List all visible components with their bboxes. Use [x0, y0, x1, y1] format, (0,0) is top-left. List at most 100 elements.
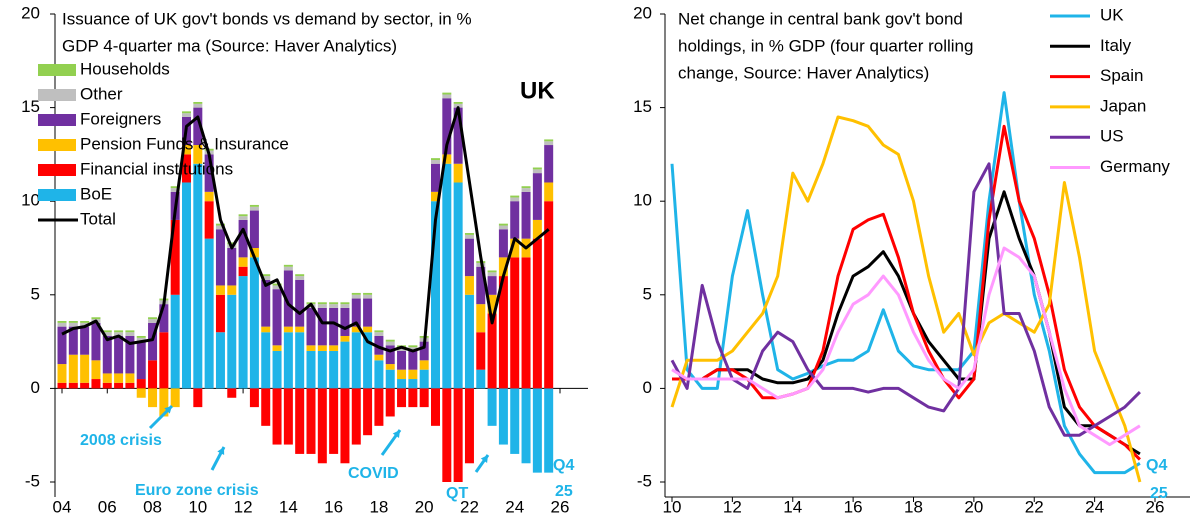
bar-segment — [453, 388, 463, 482]
bar-segment — [464, 276, 474, 295]
bar-segment — [351, 298, 361, 327]
bar-segment — [374, 332, 384, 336]
bar-segment — [498, 276, 508, 389]
bar-segment — [283, 388, 293, 445]
bar-segment — [125, 330, 135, 333]
legend-swatch — [38, 189, 76, 201]
bar-segment — [170, 188, 180, 192]
bar-segment — [498, 223, 508, 226]
bar-segment — [170, 294, 180, 389]
bar-segment — [374, 335, 384, 355]
y-tick-label: -5 — [25, 471, 40, 490]
bar-segment — [215, 332, 225, 389]
x-tick-label: 18 — [369, 497, 388, 516]
bar-segment — [317, 345, 327, 351]
bar-segment — [102, 382, 112, 389]
bar-segment — [532, 173, 542, 220]
bar-segment — [80, 326, 90, 355]
bar-segment — [363, 298, 373, 327]
bar-segment — [227, 388, 237, 398]
bar-segment — [249, 210, 259, 248]
bar-segment — [544, 145, 554, 183]
bar-segment — [317, 304, 327, 308]
y-tick-label: 20 — [21, 3, 40, 22]
bar-segment — [317, 302, 327, 305]
x-tick-label: 18 — [904, 497, 923, 516]
x-tick-label: 14 — [279, 497, 298, 516]
bar-segment — [431, 158, 440, 161]
legend-swatch — [38, 164, 76, 176]
bar-segment — [442, 98, 452, 155]
bar-segment — [148, 322, 158, 361]
bar-segment — [487, 388, 497, 426]
chart-title: Net change in central bank gov't bond — [678, 9, 963, 28]
bar-segment — [544, 201, 554, 389]
bar-segment — [295, 276, 305, 280]
bar-segment — [306, 345, 316, 351]
bar-segment — [532, 219, 542, 239]
bar-segment — [261, 388, 271, 426]
bar-segment — [238, 257, 248, 267]
chart-title: holdings, in % GDP (four quarter rolling — [678, 36, 973, 55]
bar-segment — [374, 330, 384, 333]
annotation: 25 — [1150, 485, 1168, 502]
bar-segment — [532, 167, 542, 170]
bar-segment — [249, 206, 259, 211]
y-tick-label: 10 — [633, 191, 652, 210]
annotation: COVID — [348, 465, 399, 482]
y-tick-label: 5 — [643, 284, 652, 303]
bar-segment — [532, 169, 542, 174]
bar-segment — [182, 154, 191, 183]
annotation: Q4 — [553, 457, 574, 474]
bar-segment — [261, 274, 271, 277]
bar-segment — [148, 360, 158, 389]
x-tick-label: 20 — [415, 497, 434, 516]
bar-segment — [114, 332, 124, 336]
bar-segment — [385, 388, 395, 417]
bar-segment — [102, 332, 112, 336]
bar-segment — [385, 345, 395, 365]
bar-segment — [125, 332, 135, 336]
bar-segment — [102, 373, 112, 383]
bar-segment — [193, 388, 203, 408]
x-tick-label: 10 — [188, 497, 207, 516]
bar-segment — [136, 379, 146, 389]
bar-segment — [329, 350, 339, 389]
bar-segment — [374, 388, 384, 426]
bar-segment — [148, 319, 158, 323]
bar-segment — [340, 304, 350, 308]
legend-label: Germany — [1100, 157, 1170, 176]
x-tick-label: 16 — [844, 497, 863, 516]
bar-segment — [487, 272, 497, 277]
x-tick-label: 16 — [324, 497, 343, 516]
bar-segment — [521, 257, 531, 389]
bar-segment — [182, 182, 191, 389]
bar-segment — [510, 201, 520, 239]
bar-segment — [148, 388, 158, 408]
bar-segment — [261, 279, 271, 327]
bar-segment — [91, 322, 101, 361]
bar-segment — [329, 345, 339, 351]
bar-segment — [408, 350, 418, 370]
bar-segment — [351, 294, 361, 299]
bar-segment — [261, 276, 271, 280]
bar-segment — [114, 382, 124, 389]
bar-segment — [204, 201, 214, 239]
bar-segment — [125, 335, 135, 374]
bar-segment — [419, 360, 429, 370]
bar-segment — [431, 163, 440, 192]
bar-segment — [283, 266, 293, 271]
bar-segment — [351, 326, 361, 333]
bar-segment — [487, 313, 497, 389]
bar-segment — [295, 332, 305, 389]
bar-segment — [272, 388, 282, 445]
bar-segment — [238, 219, 248, 258]
bar-segment — [363, 332, 373, 389]
bar-segment — [340, 335, 350, 342]
x-tick-label: 10 — [663, 497, 682, 516]
bar-segment — [306, 350, 316, 389]
bar-segment — [487, 270, 497, 273]
bar-segment — [532, 238, 542, 389]
x-tick-label: 22 — [460, 497, 479, 516]
